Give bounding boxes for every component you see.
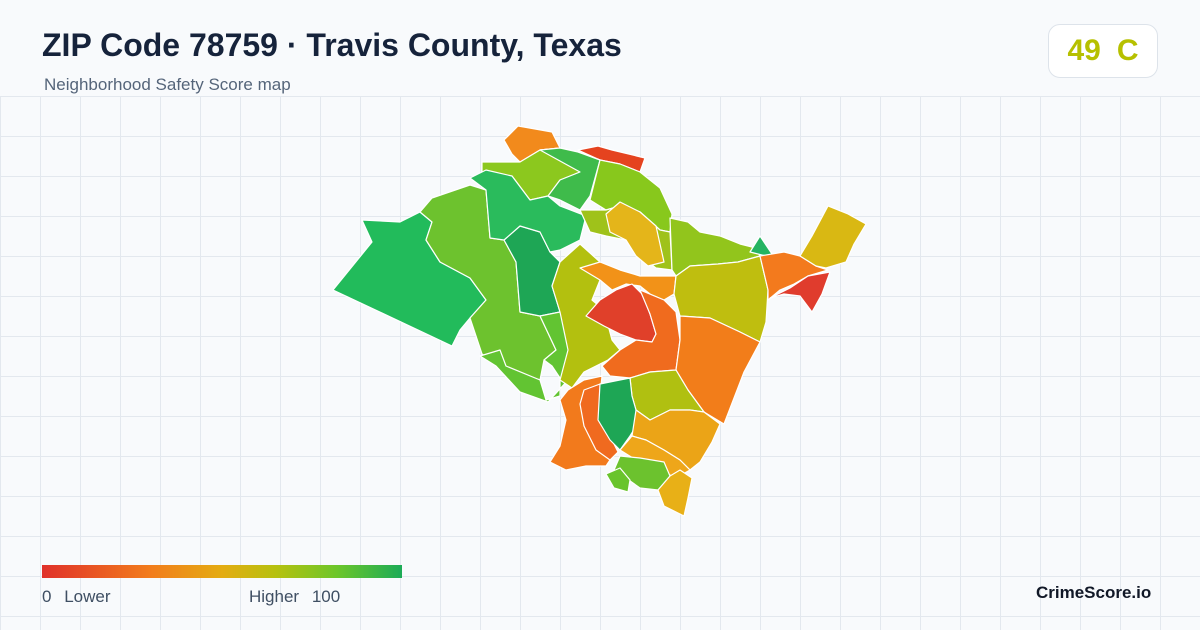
legend-max-label: Higher <box>249 587 300 606</box>
map-region-east-tip-red[interactable] <box>769 271 831 313</box>
map-region-center-yellow[interactable] <box>605 201 665 267</box>
map-region-north-teal[interactable] <box>469 169 587 253</box>
score-grade: C <box>1116 34 1139 67</box>
page-subtitle: Neighborhood Safety Score map <box>44 75 291 94</box>
legend-min: 0 Lower <box>42 587 111 607</box>
map-region-center-orange[interactable] <box>579 261 677 301</box>
legend-max: Higher 100 <box>249 587 340 607</box>
map-region-east-orange[interactable] <box>675 315 761 425</box>
page-title: ZIP Code 78759 · Travis County, Texas <box>42 27 622 63</box>
legend-max-value: 100 <box>311 587 341 606</box>
score-value: 49 <box>1067 34 1101 67</box>
map-region-west-lime-low[interactable] <box>479 311 573 403</box>
legend-min-label: Lower <box>64 587 111 606</box>
brand-logo-text[interactable]: CrimeScore.io <box>1036 583 1152 602</box>
map-region-south-lime-small[interactable] <box>605 467 631 493</box>
legend-color-scale <box>42 565 402 578</box>
map-region-south-tip[interactable] <box>657 469 693 517</box>
map-region-east-tip-yellow[interactable] <box>799 205 867 269</box>
score-badge: 49 C <box>1048 24 1158 78</box>
legend-min-value: 0 <box>42 587 52 606</box>
map-region-center-orange-2[interactable] <box>601 289 681 379</box>
map-region-east-teal[interactable] <box>749 235 773 257</box>
